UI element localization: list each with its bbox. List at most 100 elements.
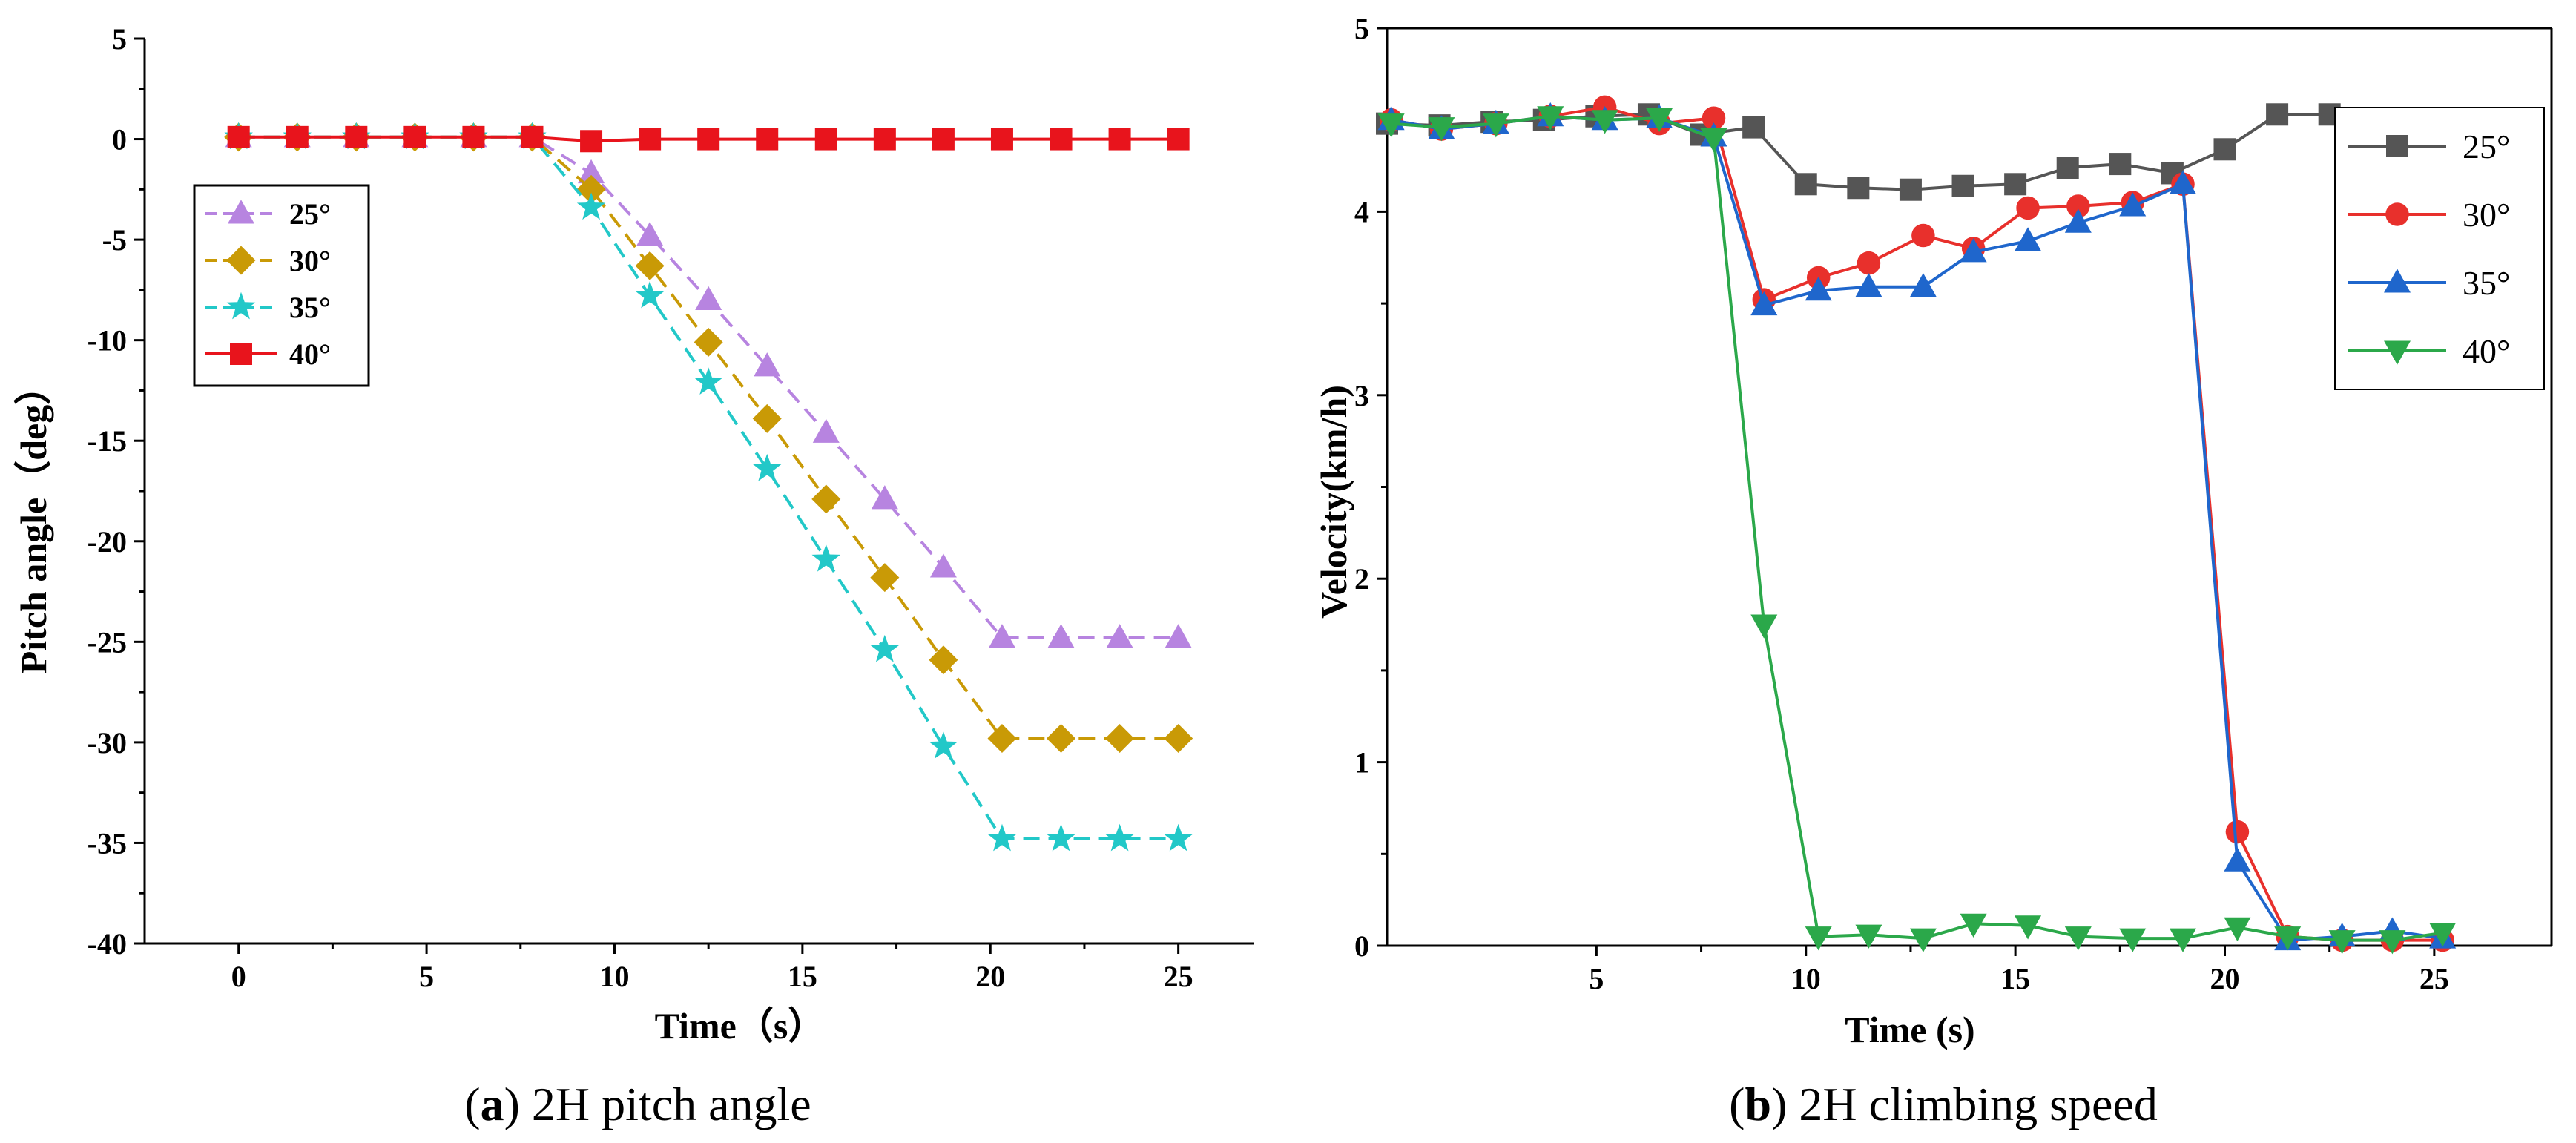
speed-point [1377, 113, 1405, 138]
pitch-legend-marker [226, 246, 256, 275]
speed-legend-label: 25° [2463, 128, 2510, 165]
speed-point [1750, 614, 1778, 639]
pitch-caption-text: ) 2H pitch angle [504, 1078, 811, 1130]
pitch-x-axis-title: Time（s） [655, 1005, 826, 1047]
speed-caption-text: ) 2H climbing speed [1771, 1078, 2158, 1130]
pitch-y-tick-label: -35 [88, 826, 127, 860]
speed-point [2056, 157, 2079, 179]
pitch-point [811, 544, 841, 572]
pitch-point [1167, 128, 1190, 151]
speed-point [2274, 926, 2302, 951]
speed-point [2170, 170, 2197, 194]
speed-caption-letter: b [1745, 1078, 1771, 1130]
speed-point [2119, 928, 2147, 952]
pitch-point [814, 128, 837, 151]
speed-point [2015, 915, 2042, 940]
pitch-point [932, 128, 955, 151]
speed-point [2066, 194, 2090, 218]
pitch-point [1047, 624, 1075, 648]
speed-point [2213, 138, 2236, 161]
pitch-legend-box [193, 184, 370, 387]
pitch-x-tick-label: 25 [1164, 960, 1193, 993]
pitch-point [1165, 624, 1192, 648]
pitch-point [635, 251, 665, 280]
speed-point [1855, 273, 1882, 297]
pitch-point [578, 159, 605, 184]
speed-point [1428, 117, 1455, 142]
speed-legend-marker [2386, 135, 2408, 157]
speed-point [2064, 926, 2092, 951]
speed-y-axis-title: Velocity(km/h) [1313, 385, 1354, 619]
pitch-series-line-2 [238, 135, 1179, 840]
speed-legend-marker [2384, 269, 2411, 293]
pitch-y-tick-label: -25 [88, 625, 127, 659]
pitch-point [694, 327, 723, 357]
speed-point [2224, 847, 2251, 872]
pitch-x-tick-label: 0 [231, 960, 246, 993]
pitch-legend-label: 25° [289, 197, 331, 231]
pitch-point [1164, 823, 1193, 852]
pitch-point [227, 125, 250, 148]
pitch-x-tick-label: 15 [788, 960, 817, 993]
pitch-point [580, 130, 603, 153]
speed-legend-label: 40° [2463, 332, 2510, 370]
pitch-point [695, 286, 722, 310]
pitch-point [812, 418, 840, 443]
speed-point [1960, 913, 1987, 938]
speed-x-tick-label: 15 [2000, 962, 2030, 995]
speed-point [1646, 108, 1673, 132]
pitch-point [756, 128, 779, 151]
speed-y-tick-label: 3 [1354, 379, 1369, 412]
speed-y-tick-label: 1 [1354, 746, 1369, 780]
speed-point [1847, 177, 1870, 200]
pitch-point [753, 453, 782, 481]
speed-point [2328, 930, 2356, 955]
pitch-x-tick-label: 20 [975, 960, 1005, 993]
pitch-point [576, 192, 606, 220]
speed-series-group [1376, 95, 2457, 955]
pitch-point [576, 174, 606, 204]
speed-x-tick-label: 5 [1589, 962, 1604, 995]
speed-y-tick-label: 0 [1354, 929, 1369, 963]
speed-point [1750, 291, 1778, 316]
pitch-point [636, 221, 664, 246]
speed-point [1909, 273, 1937, 297]
pitch-y-tick-label: -40 [88, 927, 127, 961]
pitch-point [1105, 723, 1135, 753]
speed-point [2224, 917, 2251, 942]
speed-point [2266, 103, 2289, 126]
pitch-series-group [224, 122, 1193, 852]
pitch-point [988, 624, 1015, 648]
speed-point [1857, 251, 1881, 275]
speed-point [2109, 153, 2132, 176]
pitch-point [987, 823, 1017, 852]
pitch-caption: (a) 2H pitch angle [464, 1078, 811, 1130]
speed-x-tick-label: 10 [1791, 962, 1821, 995]
pitch-legend-label: 40° [289, 337, 331, 371]
pitch-y-tick-label: 0 [112, 123, 127, 157]
speed-legend: 25° 30° 35° 40° [2334, 107, 2545, 390]
speed-legend-marker [2385, 202, 2409, 226]
pitch-point [1050, 128, 1073, 151]
pitch-point [811, 484, 841, 514]
pitch-point [990, 128, 1013, 151]
speed-point [1805, 926, 1832, 951]
pitch-legend: 25° 30° 35° 40° [193, 184, 370, 387]
pitch-point [873, 128, 896, 151]
pitch-point [462, 125, 485, 148]
speed-point [1951, 174, 1974, 197]
pitch-point [870, 563, 900, 593]
pitch-point [1047, 823, 1075, 852]
pitch-point [754, 352, 781, 377]
pitch-x-tick-label: 5 [419, 960, 434, 993]
pitch-legend-label: 35° [289, 291, 331, 324]
speed-point [1482, 113, 1509, 138]
pitch-y-tick-label: -15 [88, 424, 127, 458]
speed-point [1537, 106, 1564, 131]
speed-y-tick-label: 2 [1354, 562, 1369, 596]
pitch-point [752, 403, 782, 433]
pitch-angle-chart: 0 5 10 15 20 25 -40 -35 -30 -25 -20 -15 -10 -5 0 5 Time… [13, 22, 1254, 1130]
pitch-point [345, 125, 368, 148]
